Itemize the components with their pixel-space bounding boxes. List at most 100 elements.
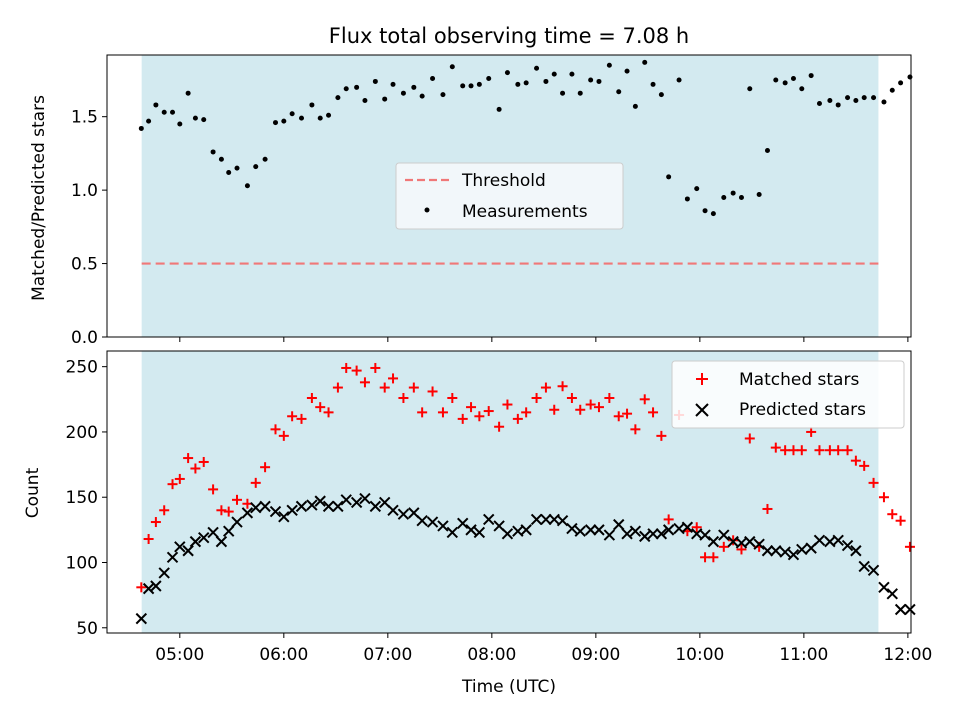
predicted-point <box>787 548 800 561</box>
measurement-point <box>721 194 727 200</box>
measurement-point <box>861 95 867 101</box>
ytick-label: 200 <box>66 423 98 443</box>
matched-point <box>549 404 560 415</box>
predicted-point <box>207 526 219 539</box>
measurement-point <box>317 115 323 121</box>
matched-point <box>868 477 879 488</box>
matched-point <box>575 404 586 415</box>
measurement-point <box>881 99 887 105</box>
predicted-point <box>841 539 854 552</box>
matched-point <box>183 453 194 464</box>
matched-point <box>691 522 702 533</box>
measurement-point <box>226 170 232 175</box>
measurement-point <box>782 80 788 86</box>
predicted-point <box>250 501 262 514</box>
predicted-point <box>306 499 318 511</box>
legend-measurements-swatch <box>424 207 430 213</box>
measurement-point <box>185 90 191 96</box>
measurement-point <box>411 84 417 90</box>
matched-point <box>521 407 532 418</box>
matched-point <box>332 382 343 393</box>
predicted-point <box>286 504 298 516</box>
measurement-point <box>440 92 446 98</box>
measurement-point <box>543 78 549 84</box>
matched-point <box>762 503 773 514</box>
top-legend-box <box>395 162 624 230</box>
predicted-point <box>813 534 826 547</box>
predicted-point <box>718 529 730 541</box>
predicted-point <box>621 528 633 540</box>
matched-point <box>833 445 844 456</box>
matched-point <box>306 393 317 403</box>
matched-point <box>859 460 870 471</box>
matched-point <box>341 362 352 373</box>
measurement-point <box>382 96 388 102</box>
measurement-point <box>616 89 622 95</box>
legend-threshold-label: Threshold <box>461 171 546 191</box>
measurement-point <box>218 156 224 162</box>
matched-point <box>370 362 381 373</box>
measurement-point <box>756 192 762 198</box>
measurement-point <box>551 71 557 77</box>
measurement-point <box>853 98 859 104</box>
matched-point <box>260 462 271 473</box>
matched-point <box>736 544 747 555</box>
matched-point <box>850 455 861 466</box>
matched-point <box>232 494 243 505</box>
legend-measurements-label: Measurements <box>462 202 588 222</box>
predicted-point <box>437 520 449 532</box>
matched-point <box>483 406 494 417</box>
predicted-point <box>182 545 194 557</box>
xtick-label: 09:00 <box>571 645 620 665</box>
measurement-point <box>309 102 315 108</box>
matched-point <box>806 426 817 437</box>
measurement-point <box>702 208 708 214</box>
matched-point <box>566 393 577 403</box>
measurement-point <box>642 59 648 65</box>
predicted-point <box>241 507 254 519</box>
predicted-point <box>446 526 459 539</box>
measurement-point <box>764 147 770 153</box>
predicted-point <box>314 495 326 507</box>
measurement-point <box>234 165 240 171</box>
matched-point <box>417 407 428 418</box>
bottom-yticks: 50 100 150 200 250 <box>66 358 107 639</box>
ytick-label: 100 <box>66 554 98 574</box>
xtick-label: 12:00 <box>883 645 932 665</box>
predicted-point <box>753 538 765 550</box>
measurement-point <box>170 109 176 115</box>
ytick-label: 0.0 <box>71 328 98 348</box>
matched-point <box>708 552 719 563</box>
predicted-point <box>878 581 890 594</box>
ytick-label: 1.5 <box>71 108 98 128</box>
matched-point <box>842 445 853 456</box>
predicted-point <box>483 513 495 526</box>
predicted-point <box>832 534 844 547</box>
measurement-point <box>889 87 895 93</box>
matched-point <box>474 411 485 422</box>
measurement-point <box>201 117 207 123</box>
predicted-point <box>744 535 756 548</box>
predicted-point <box>894 603 907 616</box>
matched-point <box>379 382 390 393</box>
predicted-point <box>707 535 720 548</box>
predicted-point <box>332 500 344 513</box>
predicted-point <box>613 518 625 531</box>
legend-predicted-swatch <box>695 403 709 417</box>
predicted-point <box>584 524 597 536</box>
predicted-point <box>655 528 668 540</box>
matched-point <box>150 517 161 528</box>
predicted-point <box>904 603 916 616</box>
ytick-label: 50 <box>76 619 98 639</box>
measurement-point <box>816 100 822 106</box>
measurement-point <box>244 183 250 189</box>
predicted-point <box>295 500 308 513</box>
matched-point <box>904 541 915 552</box>
matched-point <box>408 382 419 393</box>
predicted-point <box>158 567 170 579</box>
matched-point <box>208 484 219 495</box>
predicted-point <box>796 543 808 556</box>
bottom-xticks: 05:00 06:00 07:00 08:00 09:00 10:00 11:00 12:00 <box>155 633 932 665</box>
predicted-point <box>350 496 363 509</box>
measurement-point <box>362 98 368 104</box>
